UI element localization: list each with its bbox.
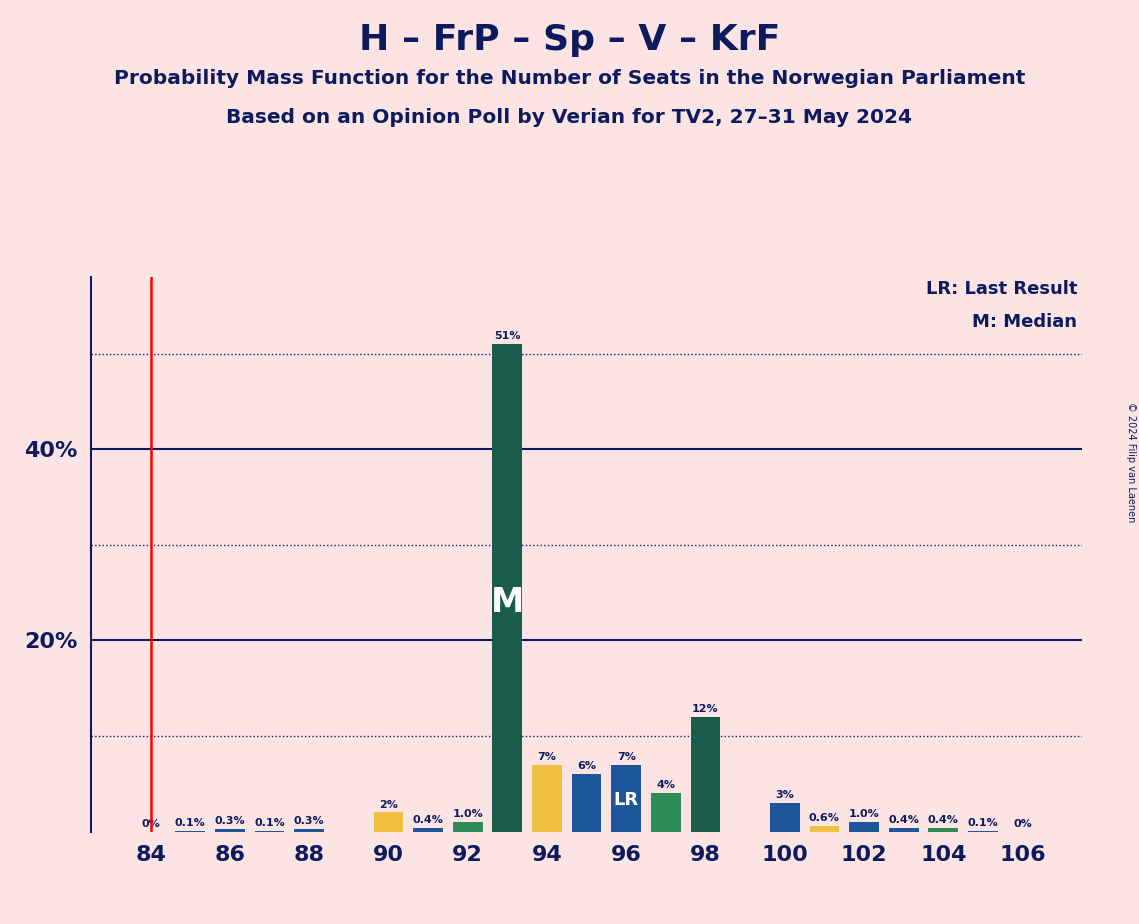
- Text: H – FrP – Sp – V – KrF: H – FrP – Sp – V – KrF: [359, 23, 780, 57]
- Bar: [255, 831, 285, 832]
- Bar: [175, 831, 205, 832]
- Text: 0.1%: 0.1%: [175, 818, 205, 828]
- Text: © 2024 Filip van Laenen: © 2024 Filip van Laenen: [1125, 402, 1136, 522]
- Bar: [690, 717, 720, 832]
- Text: 0%: 0%: [1014, 819, 1032, 829]
- Text: 1.0%: 1.0%: [452, 809, 483, 820]
- Text: 0.3%: 0.3%: [214, 816, 245, 826]
- Text: 12%: 12%: [693, 704, 719, 714]
- Bar: [612, 765, 641, 832]
- Text: Based on an Opinion Poll by Verian for TV2, 27–31 May 2024: Based on an Opinion Poll by Verian for T…: [227, 108, 912, 128]
- Bar: [374, 812, 403, 832]
- Text: 0%: 0%: [141, 819, 159, 829]
- Text: LR: Last Result: LR: Last Result: [926, 280, 1077, 298]
- Text: 51%: 51%: [494, 331, 521, 341]
- Bar: [492, 344, 522, 832]
- Text: LR: LR: [614, 791, 639, 809]
- Text: 4%: 4%: [656, 781, 675, 791]
- Text: Probability Mass Function for the Number of Seats in the Norwegian Parliament: Probability Mass Function for the Number…: [114, 69, 1025, 89]
- Bar: [928, 828, 958, 832]
- Bar: [968, 831, 998, 832]
- Text: M: M: [491, 586, 524, 619]
- Bar: [652, 794, 681, 832]
- Bar: [850, 822, 879, 832]
- Bar: [810, 826, 839, 832]
- Bar: [572, 774, 601, 832]
- Bar: [294, 829, 323, 832]
- Text: 0.3%: 0.3%: [294, 816, 325, 826]
- Text: 0.4%: 0.4%: [928, 815, 959, 825]
- Bar: [888, 828, 918, 832]
- Text: 3%: 3%: [776, 790, 794, 800]
- Text: 2%: 2%: [379, 799, 398, 809]
- Text: 7%: 7%: [538, 752, 556, 761]
- Text: 6%: 6%: [577, 761, 596, 772]
- Text: 0.6%: 0.6%: [809, 813, 839, 823]
- Text: 0.1%: 0.1%: [968, 818, 998, 828]
- Bar: [770, 803, 800, 832]
- Text: 0.1%: 0.1%: [254, 818, 285, 828]
- Text: 1.0%: 1.0%: [849, 809, 879, 820]
- Bar: [453, 822, 483, 832]
- Text: 0.4%: 0.4%: [412, 815, 443, 825]
- Text: M: Median: M: Median: [972, 313, 1077, 331]
- Bar: [215, 829, 245, 832]
- Text: 7%: 7%: [617, 752, 636, 761]
- Text: 0.4%: 0.4%: [888, 815, 919, 825]
- Bar: [413, 828, 443, 832]
- Bar: [532, 765, 562, 832]
